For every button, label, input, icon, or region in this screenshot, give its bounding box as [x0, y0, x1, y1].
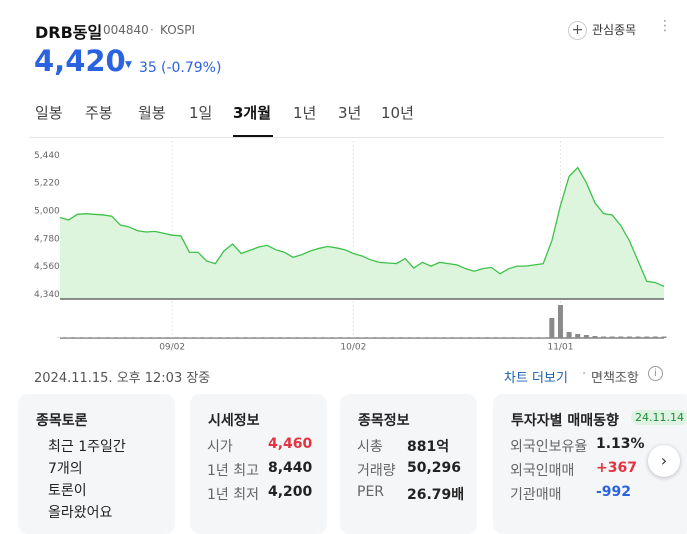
price: 4,420 — [34, 44, 126, 78]
divider — [30, 137, 664, 138]
date-badge: 24.11.14 — [631, 410, 687, 425]
volume-bar — [575, 334, 581, 338]
row-value: 881억 — [407, 439, 450, 455]
add-icon[interactable]: + — [568, 21, 587, 40]
row-label: 기관매매 — [510, 487, 562, 503]
timestamp: 2024.11.15. 오후 12:03 장중 — [34, 371, 211, 386]
discussion-line: 7개의 — [48, 461, 83, 477]
volume-bar — [601, 336, 607, 338]
volume-bar — [618, 336, 624, 338]
card-title: 종목토론 — [36, 413, 88, 429]
tab[interactable]: 주봉 — [85, 104, 113, 122]
disclaimer[interactable]: 면책조항 — [591, 371, 639, 386]
row-label: PER — [357, 484, 385, 500]
row-label: 시총 — [357, 439, 383, 455]
dot: · — [582, 367, 587, 382]
tab-underline — [233, 135, 273, 137]
card-title: 시세정보 — [208, 413, 260, 429]
discussion-line: 토론이 — [48, 483, 87, 499]
row-label: 외국인보유율 — [510, 439, 588, 455]
volume-bar — [557, 305, 563, 338]
volume-bar — [652, 336, 658, 338]
x-tick-label: 10/02 — [340, 343, 366, 353]
chart: 09/02 10/02 11/01 4,340 4,560 4,780 5,000 5,220… — [34, 141, 667, 353]
y-tick-label: 5,000 — [34, 207, 60, 217]
volume-bar — [549, 318, 555, 338]
next-button[interactable]: › — [648, 445, 680, 477]
market: KOSPI — [160, 23, 196, 37]
y-tick-label: 4,340 — [34, 290, 60, 300]
y-tick-label: 5,220 — [34, 179, 60, 189]
stock-name[interactable]: DRB동일 — [35, 23, 103, 42]
volume-bar — [644, 336, 650, 338]
tab[interactable]: 10년 — [381, 104, 414, 122]
x-tick-label: 11/01 — [547, 343, 573, 353]
row-label: 1년 최저 — [207, 487, 259, 503]
row-label: 거래량 — [357, 463, 396, 479]
tab[interactable]: 1년 — [293, 104, 317, 122]
volume-bar — [609, 336, 615, 338]
volume-bar — [635, 336, 641, 338]
tab[interactable]: 월봉 — [138, 104, 166, 122]
x-tick-label: 09/02 — [159, 343, 185, 353]
row-value: 8,440 — [268, 460, 313, 476]
tab[interactable]: 1일 — [189, 104, 213, 122]
row-value: 50,296 — [407, 460, 462, 476]
more-chart-link[interactable]: 차트 더보기 — [504, 371, 568, 386]
row-value: 26.79배 — [407, 487, 465, 503]
volume-bar — [626, 336, 632, 338]
price-area — [60, 167, 664, 299]
stock-code: 004840 — [103, 23, 149, 37]
change-pct: (-0.79%) — [161, 60, 222, 76]
price-line — [59, 166, 665, 287]
row-value: 4,460 — [268, 436, 313, 452]
row-label: 시가 — [207, 439, 233, 455]
row-label: 1년 최고 — [207, 463, 259, 479]
change: 35 — [139, 60, 157, 76]
tab[interactable]: 3개월 — [233, 104, 272, 122]
volume-bar — [592, 336, 598, 338]
row-value: +367 — [596, 460, 637, 476]
volume-bar — [566, 332, 572, 338]
dot: · — [150, 23, 154, 37]
tab[interactable]: 3년 — [338, 104, 362, 122]
discussion-line: 최근 1주일간 — [48, 439, 126, 455]
info-icon[interactable]: i — [648, 366, 663, 381]
down-arrow: ▼ — [125, 60, 132, 70]
more-menu[interactable]: ⋮ — [658, 18, 672, 34]
discussion-line: 올라왔어요 — [48, 505, 113, 521]
y-tick-label: 5,440 — [34, 151, 60, 161]
row-value: 1.13% — [596, 436, 645, 452]
volume-bar — [583, 335, 589, 338]
card-title: 종목정보 — [358, 413, 410, 429]
row-value: 4,200 — [268, 484, 313, 500]
y-tick-label: 4,560 — [34, 262, 60, 272]
watch-button[interactable]: 관심종목 — [592, 23, 637, 37]
volume-bar — [661, 336, 667, 338]
row-label: 외국인매매 — [510, 463, 575, 479]
card-title: 투자자별 매매동향 — [511, 413, 619, 429]
y-tick-label: 4,780 — [34, 234, 60, 244]
row-value: -992 — [596, 484, 632, 500]
tab[interactable]: 일봉 — [35, 104, 63, 122]
